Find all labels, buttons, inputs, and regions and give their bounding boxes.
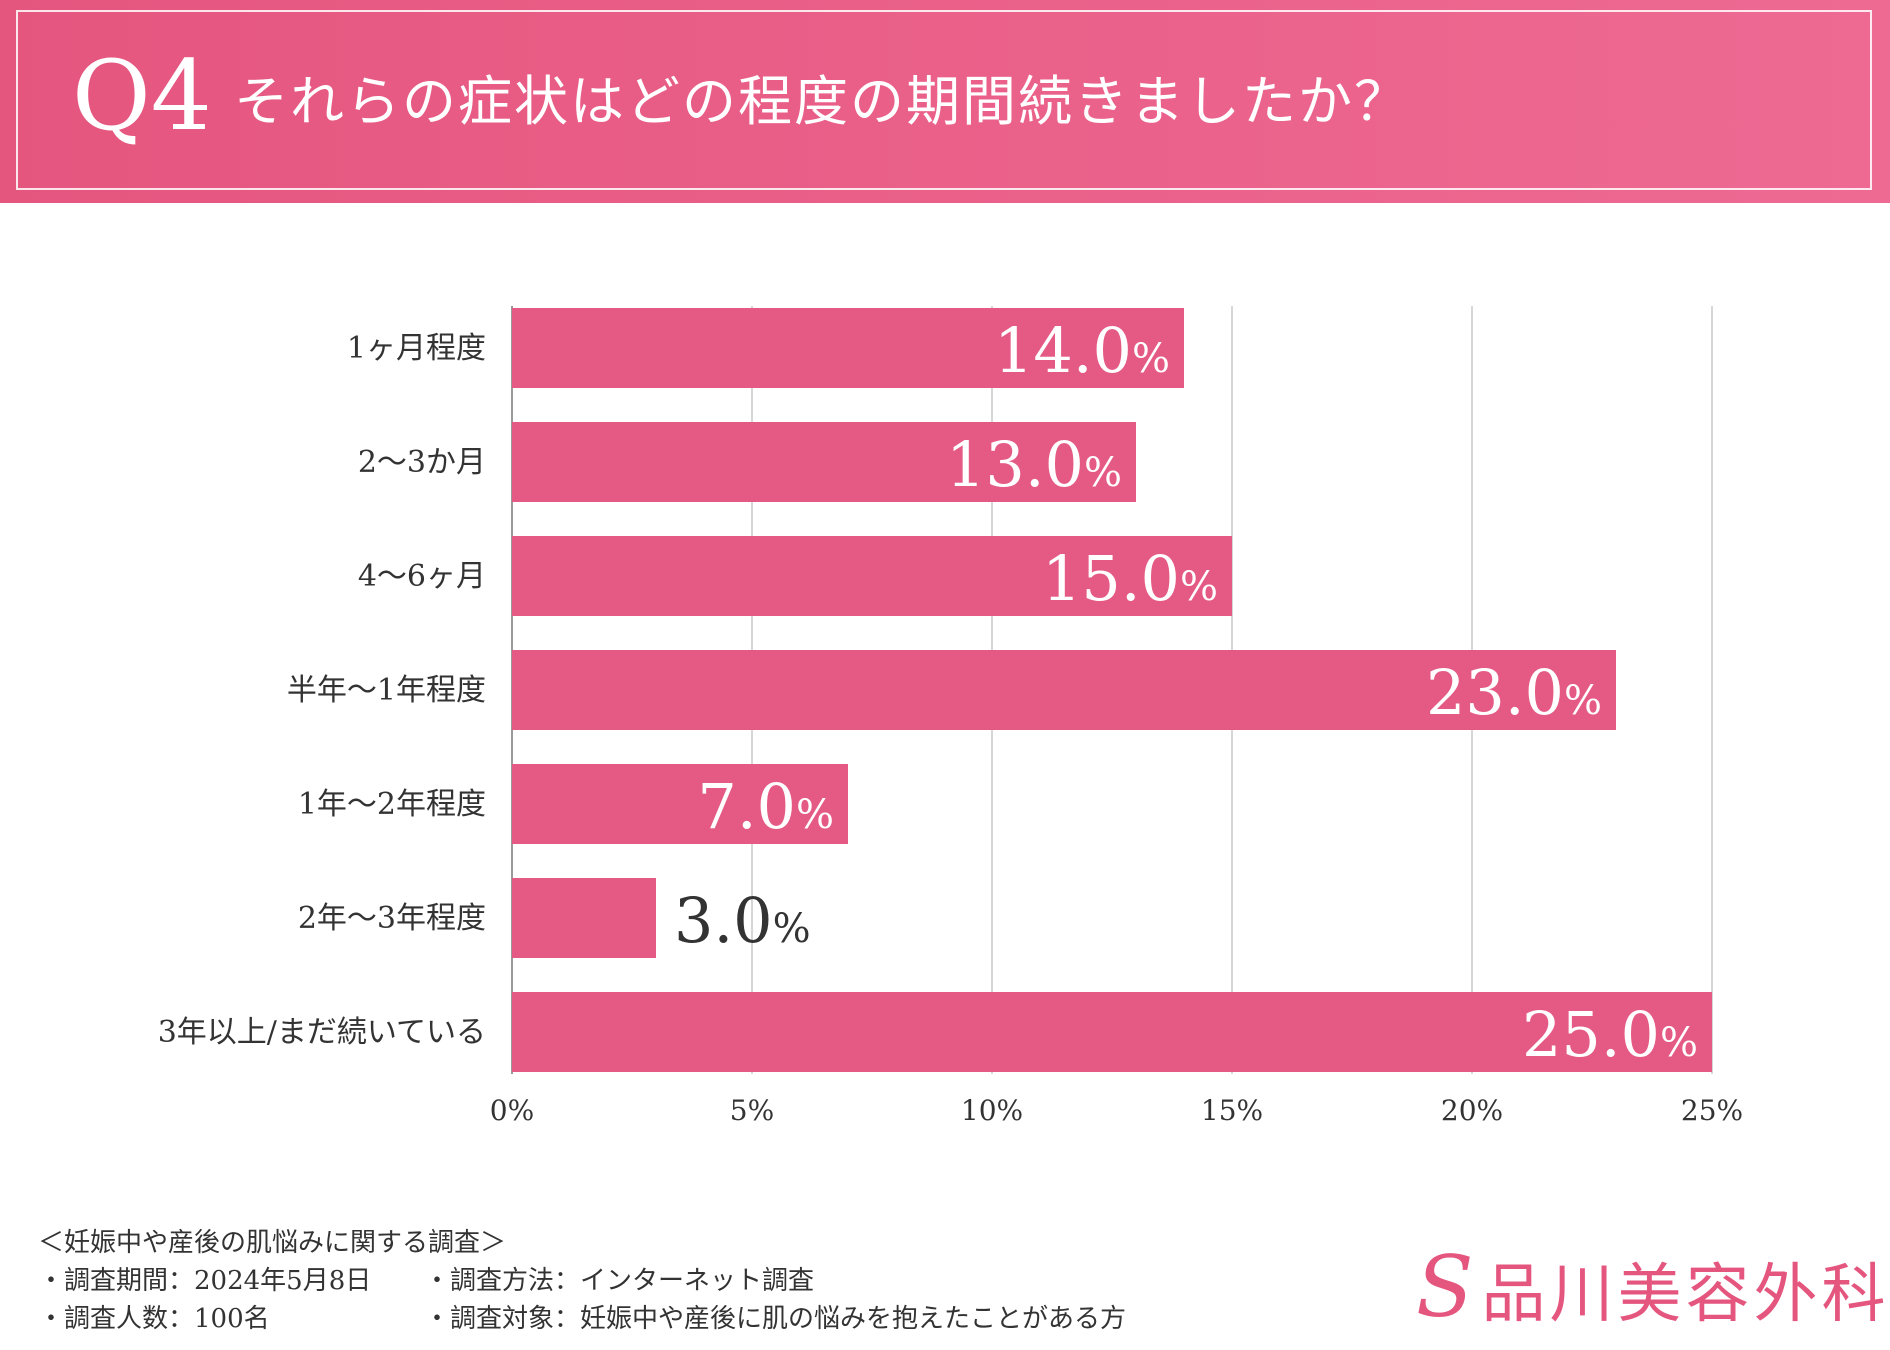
bar bbox=[512, 308, 1184, 388]
x-tick-label: 5% bbox=[730, 1094, 774, 1127]
data-label-unit: % bbox=[1180, 564, 1218, 610]
survey-info: ＜妊娠中や産後の肌悩みに関する調査＞ ・調査期間：2024年5月8日 ・調査方法… bbox=[38, 1224, 1126, 1338]
category-label: 半年〜1年程度 bbox=[287, 673, 486, 708]
survey-method: ・調査方法：インターネット調査 bbox=[424, 1266, 815, 1296]
data-label-unit: % bbox=[1084, 450, 1122, 496]
survey-period: ・調査期間：2024年5月8日 bbox=[38, 1266, 372, 1296]
data-label-unit: % bbox=[1132, 336, 1170, 382]
header-banner: Q4 それらの症状はどの程度の期間続きましたか？ bbox=[0, 0, 1890, 203]
header-frame bbox=[16, 10, 1872, 190]
category-label: 3年以上/まだ続いている bbox=[158, 1015, 486, 1050]
bar bbox=[512, 878, 656, 958]
data-label: 7.0% bbox=[697, 770, 834, 843]
data-label-unit: % bbox=[1564, 678, 1602, 724]
bar bbox=[512, 764, 848, 844]
category-label: 1年〜2年程度 bbox=[298, 787, 486, 822]
x-tick-label: 20% bbox=[1441, 1094, 1503, 1127]
bar bbox=[512, 422, 1136, 502]
x-tick-label: 10% bbox=[961, 1094, 1023, 1127]
category-label: 2〜3か月 bbox=[358, 445, 486, 480]
data-label-unit: % bbox=[773, 906, 811, 952]
data-label-unit: % bbox=[1660, 1020, 1698, 1066]
bar-chart: 0% 5% 10% 15% 20% 25%1ヶ月程度 14.0%2〜3か月 13.0%4〜6ヶ… bbox=[158, 306, 1743, 1127]
data-label-unit: % bbox=[796, 792, 834, 838]
question-number: Q4 bbox=[72, 40, 212, 152]
logo-mark-icon: S bbox=[1416, 1238, 1478, 1336]
bar bbox=[512, 536, 1232, 616]
logo-name: 品川美容外科 bbox=[1481, 1258, 1890, 1332]
x-tick-label: 0% bbox=[490, 1094, 534, 1127]
clinic-logo: S品川美容外科 bbox=[1416, 1238, 1890, 1336]
category-label: 2年〜3年程度 bbox=[298, 901, 486, 936]
data-label: 25.0% bbox=[1522, 998, 1698, 1071]
survey-count: ・調査人数：100名 bbox=[38, 1304, 270, 1334]
x-tick-label: 25% bbox=[1681, 1094, 1743, 1127]
survey-title: ＜妊娠中や産後の肌悩みに関する調査＞ bbox=[38, 1228, 507, 1258]
bar bbox=[512, 992, 1712, 1072]
question-title: それらの症状はどの程度の期間続きましたか？ bbox=[234, 70, 1410, 133]
bar bbox=[512, 650, 1616, 730]
category-label: 4〜6ヶ月 bbox=[358, 559, 486, 594]
x-tick-label: 15% bbox=[1201, 1094, 1263, 1127]
category-label: 1ヶ月程度 bbox=[347, 331, 486, 366]
data-label: 14.0% bbox=[994, 314, 1170, 387]
data-label: 3.0% bbox=[674, 884, 811, 957]
survey-target: ・調査対象：妊娠中や産後に肌の悩みを抱えたことがある方 bbox=[424, 1304, 1127, 1334]
